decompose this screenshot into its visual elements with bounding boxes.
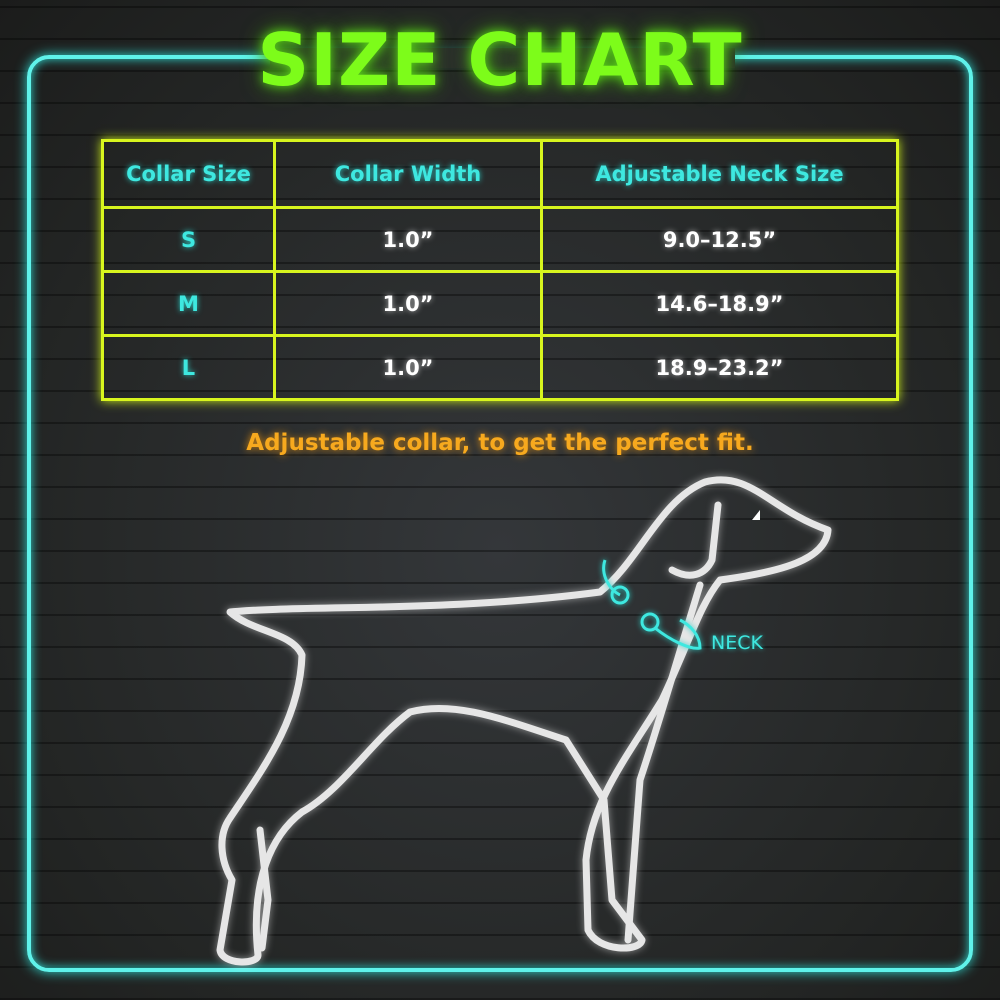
cell-neck: 14.6–18.9” [540,270,899,337]
table-row: M 1.0” 14.6–18.9” [101,270,899,337]
size-table: Collar Size Collar Width Adjustable Neck… [101,139,899,401]
neck-label: NECK [711,632,763,654]
table-row: S 1.0” 9.0–12.5” [101,206,899,273]
cell-width: 1.0” [273,270,543,337]
dog-body-outline [216,476,832,966]
header-collar-width: Collar Width [273,139,543,209]
cell-neck: 9.0–12.5” [540,206,899,273]
table-header-row: Collar Size Collar Width Adjustable Neck… [101,139,899,209]
cell-neck: 18.9–23.2” [540,334,899,401]
header-neck-size: Adjustable Neck Size [540,139,899,209]
header-collar-size: Collar Size [101,139,276,209]
cell-width: 1.0” [273,334,543,401]
dog-ear-outline [668,501,722,579]
frame-gap [270,48,735,68]
neck-measure-icon [602,559,702,650]
dog-hind-leg-outline [256,826,272,952]
dog-eye-icon [752,510,760,520]
cell-width: 1.0” [273,206,543,273]
table-row: L 1.0” 18.9–23.2” [101,334,899,401]
cell-size: M [101,270,276,337]
dog-front-leg-outline [624,581,704,944]
cell-size: S [101,206,276,273]
caption: Adjustable collar, to get the perfect fi… [246,430,754,456]
cell-size: L [101,334,276,401]
page-title: SIZE CHART [257,18,743,102]
